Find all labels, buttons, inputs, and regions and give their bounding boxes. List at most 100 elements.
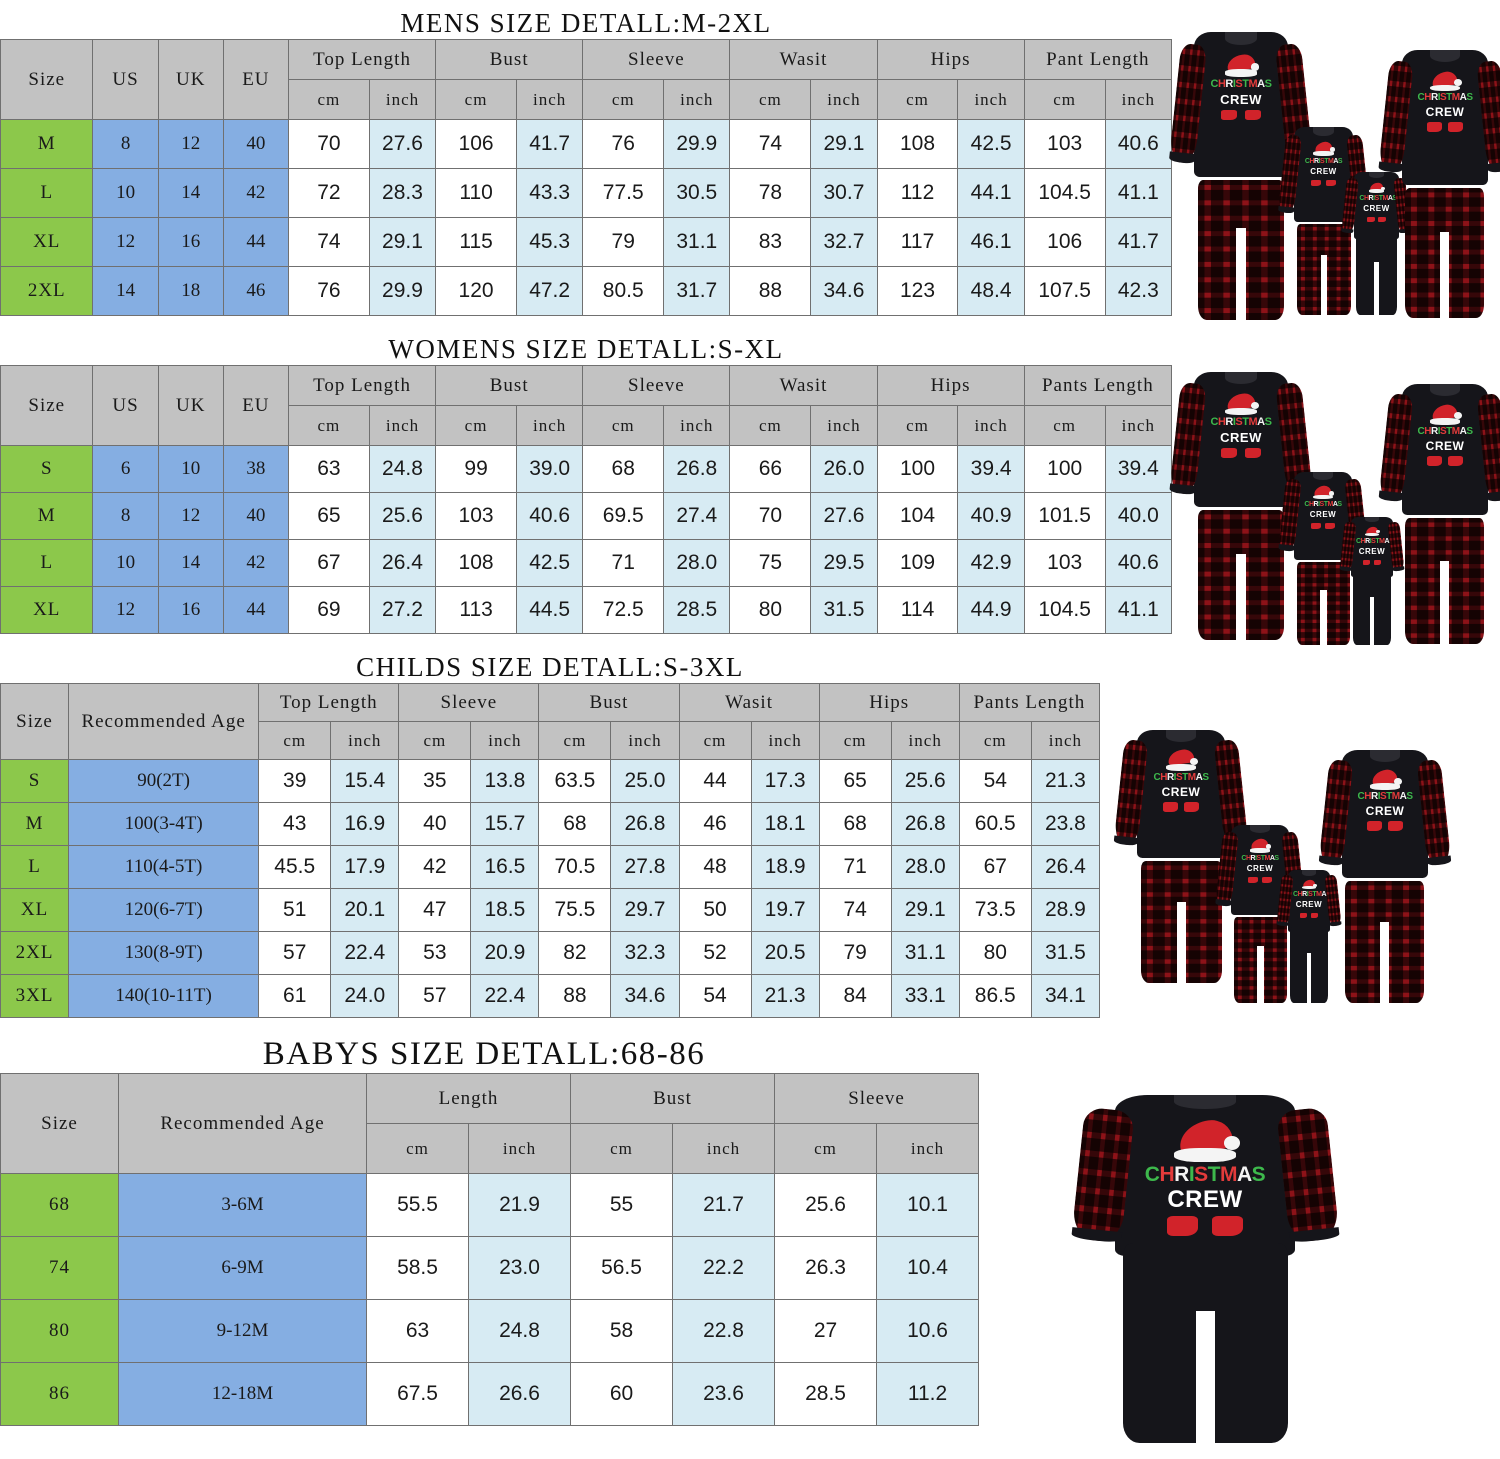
cell-eu: 42 (222, 168, 289, 218)
graphic-word-christmas: CHRISTMAS (1417, 92, 1473, 104)
cell-value-cm: 56.5 (570, 1236, 674, 1300)
cell-value-inch: 33.1 (890, 974, 960, 1018)
cell-value-cm: 103 (435, 492, 518, 540)
romper-legs (1356, 234, 1397, 315)
cell-eu: 46 (222, 266, 289, 316)
neckline (1313, 472, 1333, 480)
unit-header-cm: cm (287, 79, 370, 120)
graphic-word-christmas: CHRISTMAS (1210, 416, 1272, 429)
header-row-units: cm inch cm inch cm inch cm inch cm inch cm inch (1, 721, 1101, 760)
cell-value-cm: 120 (435, 266, 518, 316)
cell-us: 6 (92, 445, 159, 493)
header-row-group: Size US UK EU Top Length Bust Sleeve Wasit Hips P… (0, 39, 1173, 120)
graphic-word-christmas: CHRISTMAS (1241, 854, 1279, 862)
cell-value-cm: 61 (258, 974, 332, 1018)
cell-value-cm: 25.6 (774, 1173, 878, 1237)
cell-value-cm: 88 (729, 266, 812, 316)
header-row-units: cm inch cm inch cm inch (1, 1123, 980, 1174)
cell-value-cm: 88 (538, 974, 612, 1018)
mens-table-title: MENS SIZE DETALL:M-2XL (400, 8, 772, 38)
santa-boots-icon (1301, 179, 1346, 186)
group-header-pants-length: Pants Length (1023, 365, 1173, 406)
santa-hat-icon (1173, 1117, 1241, 1162)
cell-value-inch: 31.7 (663, 266, 731, 316)
cell-value-inch: 27.6 (368, 119, 437, 169)
cell-value-inch: 30.5 (663, 168, 731, 218)
cell-value-cm: 53 (398, 931, 472, 975)
santa-hat-icon (1312, 484, 1335, 500)
plaid-pants (1345, 881, 1424, 1003)
cell-value-inch: 39.0 (516, 445, 584, 493)
table-row: 74 6-9M 58.5 23.0 56.5 22.2 26.3 10.4 (0, 1236, 980, 1300)
unit-header-inch: inch (368, 405, 437, 446)
plaid-pants (1198, 510, 1284, 640)
cell-value-inch: 15.7 (470, 802, 540, 846)
cell-value-cm: 43 (258, 802, 332, 846)
cell-size: 68 (0, 1173, 119, 1237)
col-header-eu: EU (222, 365, 289, 446)
table-row: 2XL 14 18 46 76 29.9 120 47.2 80.5 31.7 88 34.6 123 4… (0, 266, 1173, 316)
cell-value-cm: 45.5 (258, 845, 332, 889)
cell-value-cm: 106 (435, 119, 518, 169)
santa-hat-icon (1368, 181, 1386, 193)
cell-size: L (0, 845, 70, 889)
graphic-word-crew: CREW (1365, 804, 1405, 819)
womens-size-chart-block: WOMENS SIZE DETALL:S-XL Size US UK EU Top Le… (0, 334, 1173, 634)
cell-value-inch: 20.1 (330, 888, 400, 932)
cell-value-inch: 26.8 (890, 802, 960, 846)
cell-value-inch: 26.8 (610, 802, 680, 846)
cell-value-cm: 60.5 (958, 802, 1032, 846)
header-row-group: Size Recommended Age Top Length Sleeve Bust W… (0, 683, 1101, 760)
womens-family-photo: CHRISTMASCREWCHRISTMASCREWCHRISTMASCREWC… (1168, 372, 1500, 652)
graphic-word-crew: CREW (1220, 430, 1262, 446)
cell-value-inch: 10.1 (876, 1173, 980, 1237)
cell-eu: 40 (222, 119, 289, 169)
cell-value-inch: 31.5 (1030, 931, 1101, 975)
unit-header-inch: inch (750, 721, 820, 760)
unit-header-cm: cm (876, 79, 959, 120)
group-header-sleeve: Sleeve (774, 1073, 980, 1124)
cell-value-cm: 67.5 (366, 1362, 469, 1426)
cell-value-inch: 26.4 (1030, 845, 1101, 889)
neckline (1174, 1095, 1236, 1110)
cell-size: M (0, 492, 94, 540)
unit-header-inch: inch (610, 721, 680, 760)
cell-value-inch: 21.3 (1030, 759, 1101, 803)
cell-recommended-age: 90(2T) (68, 759, 260, 803)
unit-header-cm: cm (582, 79, 665, 120)
unit-header-inch: inch (957, 79, 1025, 120)
cell-value-inch: 23.0 (467, 1236, 572, 1300)
cell-value-cm: 68 (538, 802, 612, 846)
graphic-word-christmas: CHRISTMAS (1357, 791, 1413, 803)
cell-value-inch: 41.1 (1104, 586, 1173, 634)
cell-value-cm: 106 (1023, 217, 1106, 267)
child-pajama-mid: CHRISTMAS CREW (1278, 127, 1370, 317)
cell-value-cm: 82 (538, 931, 612, 975)
cell-value-cm: 66 (729, 445, 812, 493)
santa-boots-icon (1148, 801, 1215, 812)
table-row: M 100(3-4T) 43 16.9 40 15.7 68 26.8 46 18.1 68 26.8… (0, 802, 1101, 846)
cell-recommended-age: 9-12M (118, 1299, 367, 1363)
cell-size: S (0, 759, 70, 803)
group-header-bust: Bust (435, 39, 584, 80)
cell-value-inch: 42.5 (516, 539, 584, 587)
cell-uk: 14 (157, 168, 224, 218)
cell-value-cm: 74 (729, 119, 812, 169)
santa-boots-icon (1412, 122, 1477, 133)
cell-value-inch: 32.3 (610, 931, 680, 975)
cell-value-inch: 31.5 (810, 586, 878, 634)
header-row-units: cm inch cm inch cm inch cm inch cm inch cm inch (1, 405, 1173, 446)
neckline (1370, 750, 1400, 762)
cell-value-cm: 75 (729, 539, 812, 587)
graphic-word-crew: CREW (1295, 900, 1323, 910)
neckline (1430, 384, 1460, 396)
cell-value-inch: 13.8 (470, 759, 540, 803)
cell-recommended-age: 3-6M (118, 1173, 367, 1237)
